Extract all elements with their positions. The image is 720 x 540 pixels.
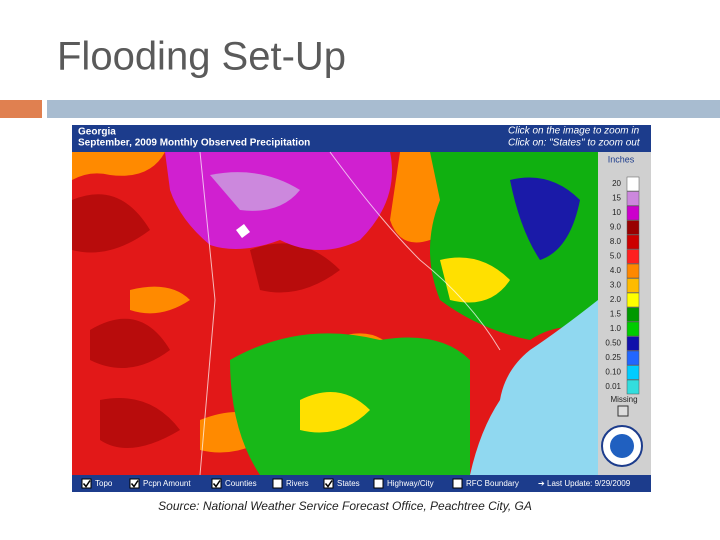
legend-label: 8.0 xyxy=(610,237,622,246)
toolbar-label[interactable]: Topo xyxy=(95,479,113,488)
legend-label: 10 xyxy=(612,208,621,217)
legend-label: 3.0 xyxy=(610,281,622,290)
toolbar-label[interactable]: Rivers xyxy=(286,479,309,488)
legend-swatch xyxy=(626,249,640,264)
very-light-rain xyxy=(510,177,580,260)
legend-swatch xyxy=(626,191,640,206)
checkbox[interactable] xyxy=(81,478,92,489)
map-title: Georgia xyxy=(78,127,116,138)
map: Georgia September, 2009 Monthly Observed… xyxy=(72,125,651,492)
arrow: ➔ xyxy=(538,479,545,488)
legend-label: 5.0 xyxy=(610,252,622,261)
legend-label: 1.5 xyxy=(610,310,622,319)
legend-label: 20 xyxy=(612,179,621,188)
legend-missing: Missing xyxy=(610,395,637,404)
checkmark xyxy=(212,480,221,488)
light-moderate-rain xyxy=(300,257,510,433)
source: Source: National Weather Service Forecas… xyxy=(158,499,532,513)
legend-label: 9.0 xyxy=(610,223,622,232)
checkbox[interactable] xyxy=(272,478,283,489)
accent-bar xyxy=(0,100,42,118)
legend-panel xyxy=(598,152,651,475)
toolbar-label[interactable]: Counties xyxy=(225,479,257,488)
toolbar-label[interactable]: States xyxy=(337,479,360,488)
moderate-rain xyxy=(72,152,470,453)
last-update: Last Update: 9/29/2009 xyxy=(547,479,631,488)
legend-label: 0.50 xyxy=(605,339,621,348)
legend-swatch xyxy=(626,234,640,250)
toolbar-items: Topo Pcpn Amount Counties Rivers States Highw… xyxy=(81,478,519,489)
checkbox[interactable] xyxy=(323,478,334,489)
ocean xyxy=(470,300,598,475)
legend-swatch xyxy=(626,205,640,221)
legend-label: 2.0 xyxy=(610,295,622,304)
checkbox[interactable] xyxy=(211,478,222,489)
legend-label: 15 xyxy=(612,194,621,203)
legend-swatch xyxy=(626,220,640,235)
slide-title: Flooding Set-Up xyxy=(57,35,346,79)
toolbar-label[interactable]: RFC Boundary xyxy=(466,479,519,488)
legend-label: 4.0 xyxy=(610,266,622,275)
legend-swatch xyxy=(626,278,640,293)
legend-title: Inches xyxy=(608,154,635,164)
map-subtitle: September, 2009 Monthly Observed Precipi… xyxy=(78,138,310,149)
noaa-logo xyxy=(610,434,634,458)
missing-swatch xyxy=(617,405,629,417)
legend-label: 0.10 xyxy=(605,368,621,377)
state-boundary xyxy=(199,151,501,476)
checkmark xyxy=(130,480,139,488)
legend-label: 1.0 xyxy=(610,324,622,333)
legend-swatch xyxy=(626,350,640,366)
legend-swatch xyxy=(626,379,640,395)
legend-swatch xyxy=(626,176,640,192)
extreme-rain-core xyxy=(210,172,300,211)
zoom-hint: Click on the image to zoom in xyxy=(508,126,640,137)
legend-swatch xyxy=(626,336,640,351)
legend: 20 15 10 9.0 8.0 5.0 4.0 3.0 2.0 1.5 1.0 0.50 0.25 0.… xyxy=(605,176,640,395)
checkbox[interactable] xyxy=(129,478,140,489)
zoom-hint: Click on: "States" to zoom out xyxy=(508,138,641,149)
checkbox[interactable] xyxy=(452,478,463,489)
legend-swatch xyxy=(626,307,640,322)
max-rain xyxy=(236,224,250,238)
toolbar-label[interactable]: Highway/City xyxy=(387,479,434,488)
checkmark xyxy=(82,480,91,488)
toolbar-label[interactable]: Pcpn Amount xyxy=(143,479,191,488)
legend-label: 0.01 xyxy=(605,382,621,391)
heavy-rain xyxy=(72,194,340,448)
checkmark xyxy=(324,480,333,488)
header-bar xyxy=(47,100,720,118)
legend-swatch xyxy=(626,321,640,337)
legend-label: 0.25 xyxy=(605,353,621,362)
legend-swatch xyxy=(626,263,640,279)
legend-swatch xyxy=(626,365,640,380)
checkbox[interactable] xyxy=(373,478,384,489)
legend-swatch xyxy=(626,292,640,308)
